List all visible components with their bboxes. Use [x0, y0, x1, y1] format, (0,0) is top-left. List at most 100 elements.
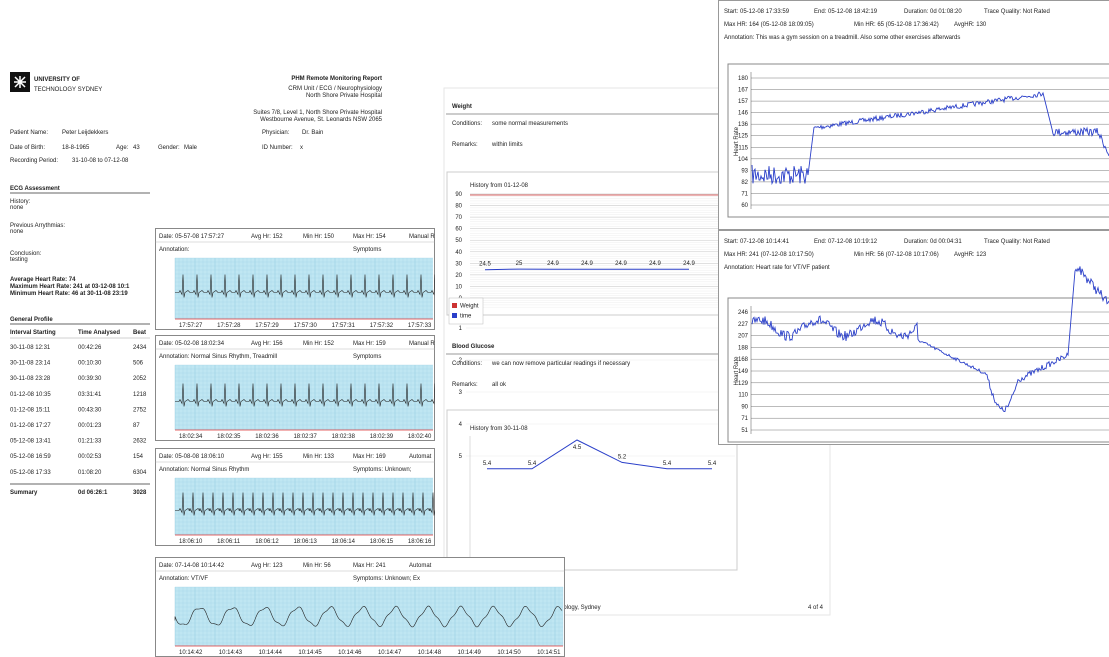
- session-info: Start: 07-12-08 10:14:41: [724, 239, 790, 245]
- session-info: Min HR: 56 (07-12-08 10:17:06): [854, 252, 939, 258]
- session-info: Max HR: 164 (05-12-08 18:09:05): [724, 22, 814, 28]
- ecg-grid: [175, 258, 433, 319]
- y-tick-label: 246: [738, 310, 749, 316]
- y-tick-label: 149: [738, 369, 749, 375]
- y-tick-label: 10: [455, 284, 462, 290]
- legend-label: time: [460, 314, 472, 320]
- logo-text: TECHNOLOGY SYDNEY: [34, 87, 102, 93]
- value-label: 5.4: [483, 461, 492, 467]
- session-info: Start: 05-12-08 17:33:59: [724, 9, 790, 15]
- chart-title: History from 30-11-08: [470, 426, 528, 432]
- time-label: 10:14:47: [378, 650, 402, 656]
- y-tick-label: 157: [738, 99, 749, 105]
- strip-header: Avg Hr: 155: [251, 454, 283, 460]
- ecg-grid: [175, 587, 563, 646]
- y-tick-label: 3: [459, 390, 463, 396]
- time-label: 10:14:48: [418, 650, 442, 656]
- chart-box: [446, 409, 738, 571]
- text: History:: [10, 199, 31, 205]
- table-cell: 87: [133, 423, 140, 429]
- session-info: Duration: 0d 01:08:20: [904, 9, 962, 15]
- ecg-trace: [175, 383, 435, 407]
- table-cell: 05-12-08 17:33: [10, 470, 51, 476]
- text: CRM Unit / ECG / Neurophysiology: [288, 86, 382, 92]
- field-value: 31-10-08 to 07-12-08: [72, 158, 129, 164]
- heart-rate-trace: [751, 266, 1109, 412]
- time-label: 18:06:13: [293, 539, 317, 545]
- strip-header: Avg Hr: 156: [251, 341, 283, 347]
- y-tick-label: 180: [738, 76, 749, 82]
- session-info: Trace Quality: Not Rated: [984, 9, 1050, 15]
- field-label: Gender:: [158, 145, 180, 151]
- time-label: 18:06:11: [217, 539, 241, 545]
- strip-header: Min Hr: 150: [303, 234, 335, 240]
- measurement-page: Weight Conditions: some normal measurement…: [443, 87, 831, 616]
- text: Conditions:: [452, 121, 482, 127]
- strip-header: Date: 05-02-08 18:02:34: [159, 341, 225, 347]
- weight-line: [484, 268, 689, 271]
- table-cell: 2052: [133, 376, 147, 382]
- report-title: PHM Remote Monitoring Report: [291, 76, 382, 82]
- y-tick-label: 30: [455, 261, 462, 267]
- symptoms: Symptoms: Unknown; Ex: [353, 576, 420, 582]
- section-heading: General Profile: [10, 317, 53, 323]
- column-header: Time Analysed: [78, 330, 120, 336]
- time-label: 18:06:12: [255, 539, 279, 545]
- strip-header: Manual R: [409, 234, 435, 240]
- table-cell: 1218: [133, 392, 147, 398]
- table-cell: 2632: [133, 439, 147, 445]
- legend-swatch: [452, 313, 457, 318]
- table-cell: 00:10:30: [78, 361, 102, 367]
- value-label: 4.5: [573, 445, 582, 451]
- y-tick-label: 40: [455, 250, 462, 256]
- strip-header: Date: 05-08-08 18:06:10: [159, 454, 225, 460]
- table-cell: 00:39:30: [78, 376, 102, 382]
- y-tick-label: 4: [459, 422, 463, 428]
- time-label: 10:14:43: [219, 650, 243, 656]
- y-tick-label: 50: [455, 238, 462, 244]
- y-tick-label: 2: [459, 358, 463, 364]
- value-label: 24.9: [615, 261, 627, 267]
- session-page: Start: 07-12-08 10:14:41 End: 07-12-08 10…: [718, 230, 1109, 445]
- y-tick-label: 20: [455, 273, 462, 279]
- value-label: 5.4: [708, 461, 717, 467]
- table-cell: 6304: [133, 470, 147, 476]
- field-value: Dr. Bain: [302, 130, 323, 136]
- symptoms: Symptoms: [353, 354, 381, 360]
- y-tick-label: 90: [741, 404, 748, 410]
- y-tick-label: 51: [741, 428, 748, 434]
- value-label: 24.9: [649, 261, 661, 267]
- annotation: Annotation:: [159, 247, 190, 253]
- time-label: 10:14:49: [458, 650, 482, 656]
- ecg-trace: [175, 274, 435, 298]
- time-label: 10:14:46: [338, 650, 362, 656]
- text: North Shore Private Hospital: [306, 93, 382, 99]
- value-label: 24.5: [479, 262, 491, 268]
- value-label: 24.9: [547, 261, 559, 267]
- strip-header: Max Hr: 241: [353, 563, 386, 569]
- column-header: Beat: [133, 330, 146, 336]
- legend-swatch: [452, 303, 457, 308]
- text: Suites 7/8, Level 1, North Shore Private…: [253, 110, 382, 116]
- axis-label: Heart Rate: [734, 126, 740, 156]
- time-label: 10:14:50: [497, 650, 521, 656]
- time-label: 18:06:10: [179, 539, 203, 545]
- table-cell: 01-12-08 10:35: [10, 392, 51, 398]
- table-cell: 05-12-08 13:41: [10, 439, 51, 445]
- text: none: [10, 205, 24, 211]
- ecg-trace: [174, 605, 563, 628]
- y-tick-label: 71: [741, 416, 748, 422]
- logo-text: UNIVERSITY OF: [34, 77, 80, 83]
- time-label: 18:06:14: [332, 539, 356, 545]
- strip-header: Automat: [409, 454, 432, 460]
- table-cell: 03:31:41: [78, 392, 102, 398]
- ecg-trace: [175, 492, 435, 516]
- time-label: 17:57:30: [293, 323, 317, 329]
- chart-box: [727, 63, 1109, 218]
- time-label: 17:57:29: [255, 323, 279, 329]
- strip-header: Max Hr: 154: [353, 234, 386, 240]
- table-cell: 00:02:53: [78, 454, 102, 460]
- symptoms: Symptoms: [353, 247, 381, 253]
- text: Westbourne Avenue, St. Leonards NSW 2065: [260, 117, 383, 123]
- chart-box: [446, 171, 738, 316]
